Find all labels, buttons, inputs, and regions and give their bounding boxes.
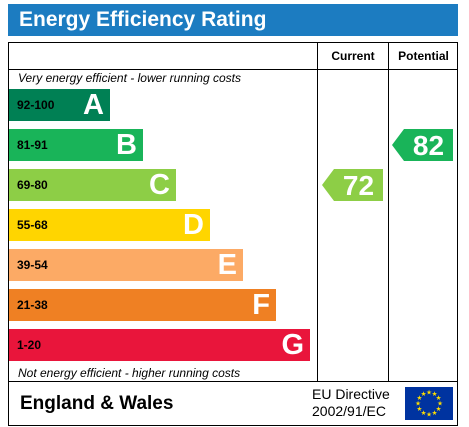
flag-star-icon: ★ (436, 405, 442, 413)
flag-star-icon: ★ (426, 411, 432, 419)
band-d: 55-68 D (9, 209, 210, 241)
band-e: 39-54 E (9, 249, 243, 281)
eu-directive: EU Directive 2002/91/EC (312, 386, 390, 420)
current-column-divider (317, 43, 318, 381)
flag-star-icon: ★ (432, 409, 438, 417)
rating-frame: Current Potential Very energy efficient … (8, 42, 458, 382)
band-a: 92-100 A (9, 89, 110, 121)
band-range-label: 1-20 (17, 338, 42, 352)
band-letter-label: G (281, 329, 304, 361)
band-f: 21-38 F (9, 289, 276, 321)
band-b: 81-91 B (9, 129, 143, 161)
header-row-divider (9, 69, 457, 70)
chart-title: Energy Efficiency Rating (8, 4, 458, 36)
potential-rating-value: 82 (413, 130, 444, 161)
flag-star-icon: ★ (426, 389, 432, 397)
potential-rating-arrow: 82 (392, 129, 453, 161)
bottom-caption: Not energy efficient - higher running co… (18, 366, 241, 380)
band-letter-label: B (116, 129, 137, 161)
current-column-header: Current (331, 49, 375, 63)
flag-star-icon: ★ (415, 400, 421, 408)
potential-column-header: Potential (398, 49, 449, 63)
band-range-label: 55-68 (17, 218, 48, 232)
flag-star-icon: ★ (421, 409, 427, 417)
band-range-label: 69-80 (17, 178, 48, 192)
band-letter-label: A (83, 89, 104, 121)
flag-star-icon: ★ (436, 394, 442, 402)
current-rating-arrow: 72 (322, 169, 383, 201)
band-letter-label: E (217, 249, 237, 281)
band-range-label: 81-91 (17, 138, 48, 152)
current-rating-value: 72 (343, 170, 374, 201)
eu-flag-icon: ★★★★★★★★★ ★ ★★ (405, 387, 453, 420)
flag-star-icon: ★ (417, 405, 423, 413)
directive-line-1: EU Directive (312, 386, 390, 402)
band-c: 69-80 C (9, 169, 176, 201)
footer: England & Wales EU Directive 2002/91/EC … (8, 382, 458, 426)
top-caption: Very energy efficient - lower running co… (18, 71, 241, 85)
band-range-label: 21-38 (17, 298, 48, 312)
flag-star-icon: ★ (432, 390, 438, 398)
band-range-label: 39-54 (17, 258, 48, 272)
flag-star-icon: ★ (437, 400, 443, 408)
country-label: England & Wales (20, 393, 174, 414)
directive-line-2: 2002/91/EC (312, 403, 386, 419)
flag-star-icon: ★ (421, 390, 427, 398)
band-letter-label: D (183, 209, 204, 241)
band-range-label: 92-100 (17, 98, 55, 112)
band-g: 1-20 G (9, 329, 310, 361)
band-letter-label: C (149, 169, 170, 201)
potential-column-divider (388, 43, 389, 381)
flag-star-icon: ★ (417, 394, 423, 402)
band-letter-label: F (252, 289, 270, 321)
